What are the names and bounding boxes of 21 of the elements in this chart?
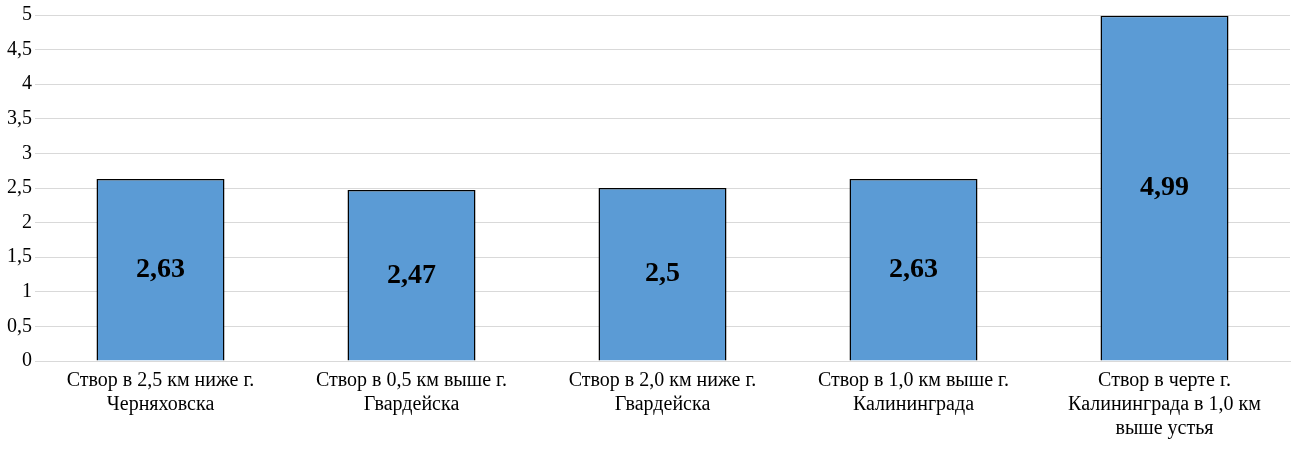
data-label: 2,47 <box>387 257 436 289</box>
y-tick-label: 1,5 <box>7 244 32 267</box>
y-tick-label: 3,5 <box>7 106 32 129</box>
data-label: 2,5 <box>645 256 680 288</box>
data-label: 2,63 <box>136 251 185 283</box>
x-tick-label: Створ в черте г. Калининграда в 1,0 км выше устья <box>1068 368 1262 440</box>
y-tick-label: 3 <box>22 140 32 163</box>
data-label: 2,63 <box>889 251 938 283</box>
y-tick-label: 1 <box>22 279 32 302</box>
data-label: 4,99 <box>1140 170 1189 202</box>
x-tick-label: Створ в 2,0 км ниже г. Гвардейска <box>568 368 757 416</box>
x-tick-label: Створ в 1,0 км выше г. Калининграда <box>817 368 1010 416</box>
y-tick-label: 5 <box>22 2 32 25</box>
x-tick-label: Створ в 0,5 км выше г. Гвардейска <box>315 368 508 416</box>
y-tick-label: 2 <box>22 209 32 232</box>
x-tick-label: Створ в 2,5 км ниже г. Черняховска <box>66 368 255 416</box>
y-tick-label: 0 <box>22 348 32 371</box>
y-tick-label: 4 <box>22 71 32 94</box>
y-tick-label: 2,5 <box>7 175 32 198</box>
y-tick-label: 4,5 <box>7 36 32 59</box>
y-tick-label: 0,5 <box>7 313 32 336</box>
